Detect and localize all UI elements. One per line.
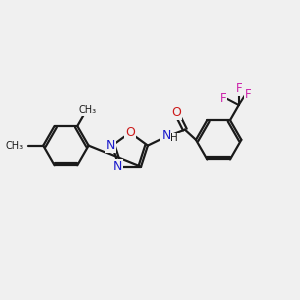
Text: CH₃: CH₃ [78,105,96,115]
Text: O: O [171,106,181,119]
Text: F: F [236,82,242,95]
Text: N: N [113,160,122,173]
Text: F: F [245,88,252,101]
Text: CH₃: CH₃ [6,141,24,151]
Text: O: O [125,126,135,139]
Text: N: N [161,129,171,142]
Text: F: F [220,92,226,105]
Text: H: H [170,133,178,143]
Text: N: N [106,139,115,152]
